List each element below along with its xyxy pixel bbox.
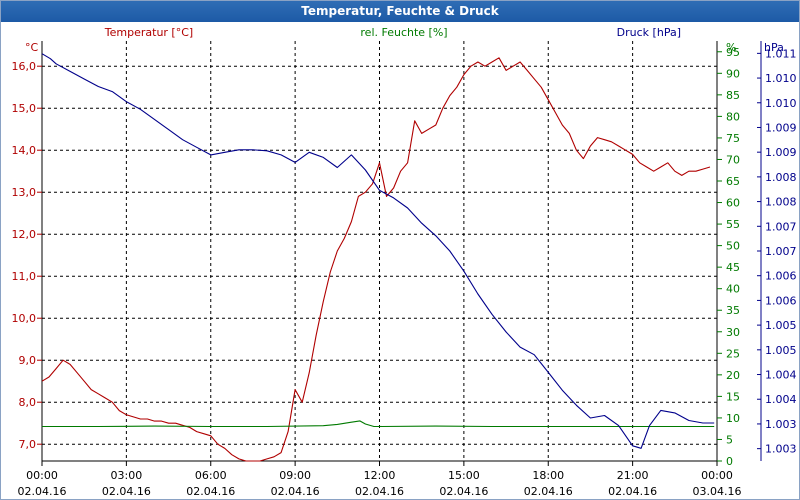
- temp-unit-label: °C: [25, 41, 39, 54]
- temperature-axis: 7,0 8,0 9,0 10,0 11,0 12,0 13,0 14,0 15,0 16,0 °C: [12, 41, 42, 451]
- x-tick-date: 02.04.16: [18, 485, 67, 498]
- pressure-tick-label: 1.009: [765, 146, 797, 159]
- pressure-axis: 1.003 1.003 1.004 1.004 1.005 1.005 1.006 1.006…: [757, 41, 797, 461]
- humidity-tick-label: 65: [726, 175, 740, 188]
- x-tick-time: 00:00: [26, 469, 58, 482]
- humidity-tick-label: 20: [726, 369, 740, 382]
- pressure-tick-label: 1.010: [765, 97, 797, 110]
- pressure-tick-label: 1.003: [765, 443, 797, 456]
- series-lines: [41, 53, 715, 462]
- x-tick-time: 03:00: [111, 469, 143, 482]
- temp-tick-label: 11,0: [12, 270, 37, 283]
- humidity-tick-label: 35: [726, 304, 740, 317]
- humidity-tick-label: 25: [726, 347, 740, 360]
- pressure-tick-label: 1.004: [765, 369, 797, 382]
- x-tick-time: 15:00: [448, 469, 480, 482]
- x-tick-date: 03.04.16: [693, 485, 742, 498]
- humidity-tick-label: 5: [726, 433, 733, 446]
- humidity-tick-label: 15: [726, 390, 740, 403]
- temp-tick-label: 10,0: [12, 312, 37, 325]
- humidity-tick-label: 95: [726, 46, 740, 59]
- pressure-unit-label: hPa: [764, 41, 784, 54]
- pressure-tick-label: 1.004: [765, 393, 797, 406]
- temp-tick-label: 8,0: [19, 396, 37, 409]
- humidity-tick-label: 50: [726, 240, 740, 253]
- window-title: Temperatur, Feuchte & Druck: [1, 1, 799, 22]
- temperature-line: [41, 57, 711, 462]
- x-tick-time: 09:00: [279, 469, 311, 482]
- temp-tick-label: 12,0: [12, 228, 37, 241]
- x-tick-time: 00:00: [701, 469, 733, 482]
- humidity-tick-label: 85: [726, 89, 740, 102]
- humidity-axis: 0 5 10 15 20 25 30 35 40 45 50 55 60 65 70 75 80 85 90 95%: [717, 41, 740, 468]
- pressure-tick-label: 1.007: [765, 220, 797, 233]
- pressure-tick-label: 1.005: [765, 319, 797, 332]
- legend-pressure: Druck [hPa]: [617, 26, 681, 39]
- time-axis: 00:00 02.04.16 03:00 02.04.16 06:00 02.04.16 0…: [18, 461, 742, 498]
- humidity-tick-label: 80: [726, 110, 740, 123]
- pressure-tick-label: 1.011: [765, 47, 797, 60]
- temp-tick-label: 16,0: [12, 60, 37, 73]
- x-tick-time: 21:00: [617, 469, 649, 482]
- x-tick-date: 02.04.16: [186, 485, 235, 498]
- x-tick-time: 06:00: [195, 469, 227, 482]
- pressure-tick-label: 1.006: [765, 270, 797, 283]
- pressure-tick-label: 1.005: [765, 344, 797, 357]
- pressure-tick-label: 1.009: [765, 121, 797, 134]
- pressure-tick-label: 1.010: [765, 72, 797, 85]
- temp-tick-label: 9,0: [19, 354, 37, 367]
- pressure-line: [41, 53, 715, 449]
- grid-lines: [41, 41, 718, 462]
- x-tick-date: 02.04.16: [608, 485, 657, 498]
- temp-tick-label: 13,0: [12, 186, 37, 199]
- x-tick-date: 02.04.16: [271, 485, 320, 498]
- legend-humidity: rel. Feuchte [%]: [360, 26, 447, 39]
- humidity-tick-label: 60: [726, 197, 740, 210]
- x-tick-date: 02.04.16: [355, 485, 404, 498]
- x-tick-date: 02.04.16: [439, 485, 488, 498]
- humidity-line: [42, 420, 715, 428]
- humidity-tick-label: 70: [726, 153, 740, 166]
- pressure-tick-label: 1.003: [765, 418, 797, 431]
- legend: Temperatur [°C] rel. Feuchte [%] Druck [hP…: [104, 26, 681, 39]
- humidity-tick-label: 45: [726, 261, 740, 274]
- legend-temperature: Temperatur [°C]: [104, 26, 193, 39]
- humidity-tick-label: 0: [726, 455, 733, 468]
- humidity-unit-label: %: [726, 41, 736, 54]
- temp-tick-label: 14,0: [12, 144, 37, 157]
- temp-tick-label: 7,0: [19, 438, 37, 451]
- humidity-tick-label: 10: [726, 412, 740, 425]
- x-tick-date: 02.04.16: [524, 485, 573, 498]
- humidity-tick-label: 40: [726, 283, 740, 296]
- humidity-tick-label: 30: [726, 326, 740, 339]
- pressure-tick-label: 1.008: [765, 196, 797, 209]
- temp-tick-label: 15,0: [12, 102, 37, 115]
- x-tick-time: 12:00: [364, 469, 396, 482]
- pressure-tick-label: 1.008: [765, 171, 797, 184]
- x-tick-date: 02.04.16: [102, 485, 151, 498]
- humidity-tick-label: 75: [726, 132, 740, 145]
- humidity-tick-label: 90: [726, 67, 740, 80]
- pressure-tick-label: 1.006: [765, 294, 797, 307]
- humidity-tick-label: 55: [726, 218, 740, 231]
- pressure-tick-label: 1.007: [765, 245, 797, 258]
- x-tick-time: 18:00: [532, 469, 564, 482]
